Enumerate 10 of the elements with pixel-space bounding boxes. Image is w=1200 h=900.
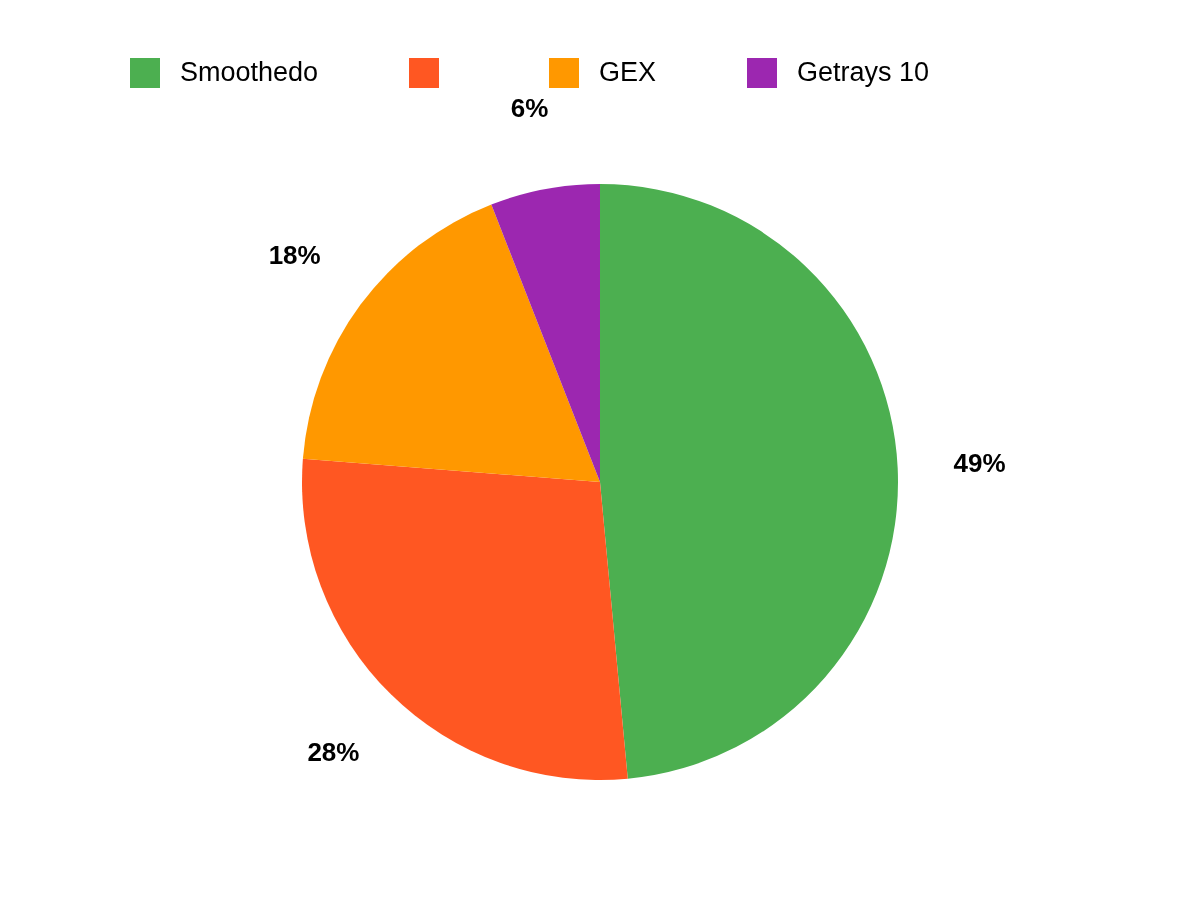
pie-slice	[600, 184, 898, 779]
data-label: 6%	[510, 92, 549, 123]
data-label: 18%	[268, 239, 321, 270]
legend-label: Getrays 10	[797, 57, 930, 87]
legend-label: Smoothedo	[180, 57, 319, 87]
pie-slice	[302, 458, 628, 780]
data-label: 28%	[307, 736, 360, 767]
legend-label: GEX	[599, 57, 657, 87]
pie-slice	[491, 184, 600, 482]
data-label: 49%	[953, 448, 1006, 479]
